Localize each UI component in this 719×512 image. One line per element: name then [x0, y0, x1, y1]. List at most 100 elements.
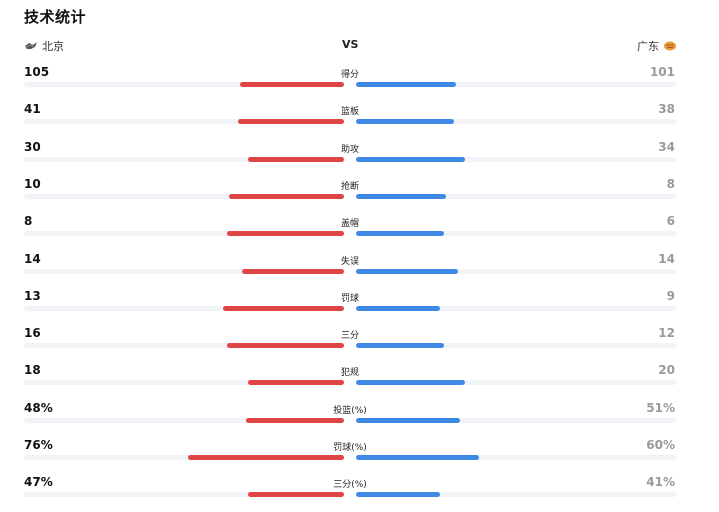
- away-stat-value: 6: [666, 214, 675, 229]
- home-stat-bar: [229, 193, 344, 199]
- away-stat-bar: [356, 268, 458, 274]
- stat-row: 16 三分 12: [0, 326, 719, 363]
- away-stat-value: 51%: [646, 400, 675, 415]
- stat-label: 三分(%): [333, 480, 367, 491]
- away-stat-bar: [356, 193, 446, 199]
- away-stat-value: 41%: [646, 475, 675, 490]
- home-stat-bar: [238, 119, 344, 125]
- home-stat-bar: [227, 343, 344, 349]
- stat-label: 罚球(%): [333, 443, 367, 453]
- home-stat-track: [24, 417, 344, 423]
- stat-label: 犯规: [340, 368, 359, 379]
- away-stat-bar: [356, 231, 444, 237]
- home-stat-track: [24, 268, 344, 274]
- stat-label: 投篮(%): [333, 405, 367, 416]
- beijing-team-logo-icon: [25, 42, 37, 49]
- home-stat-value: 14: [24, 251, 41, 266]
- stat-row: 14 失误 14: [0, 252, 719, 289]
- page-title: 技术统计: [24, 8, 87, 26]
- away-team[interactable]: 广东: [637, 38, 677, 54]
- teams-header: 北京 VS 广东: [0, 38, 719, 54]
- home-team-name: 北京: [42, 40, 64, 53]
- home-stat-value: 76%: [24, 438, 53, 452]
- home-stat-track: [24, 305, 344, 311]
- home-stat-value: 30: [24, 139, 41, 154]
- stat-label: 三分: [340, 331, 359, 342]
- stat-label: 助攻: [340, 144, 359, 155]
- away-stat-value: 12: [658, 326, 675, 341]
- home-stat-track: [24, 156, 344, 162]
- guangdong-team-logo-icon: [664, 41, 676, 51]
- away-stat-value: 38: [658, 102, 675, 117]
- stat-row: 10 抢断 8: [0, 177, 719, 214]
- stat-row: 13 罚球 9: [0, 289, 719, 326]
- home-stat-track: [24, 492, 344, 498]
- stat-row: 105 得分 101: [0, 65, 719, 102]
- home-stat-value: 10: [24, 176, 41, 191]
- away-stat-track: [356, 455, 676, 460]
- away-stat-bar: [356, 82, 456, 87]
- home-stat-bar: [246, 417, 344, 423]
- home-stat-value: 8: [24, 214, 33, 229]
- away-stat-track: [356, 119, 676, 125]
- away-stat-track: [356, 305, 676, 311]
- away-stat-bar: [356, 119, 454, 125]
- away-stat-track: [356, 231, 676, 237]
- home-stat-value: 47%: [24, 475, 53, 490]
- away-stat-bar: [356, 343, 444, 349]
- stat-row: 41 篮板 38: [0, 102, 719, 139]
- home-stat-track: [24, 231, 344, 237]
- stat-label: 得分: [340, 70, 359, 80]
- home-stat-track: [24, 380, 344, 386]
- away-stat-bar: [356, 455, 479, 460]
- home-stat-value: 16: [24, 326, 41, 341]
- away-stat-bar: [356, 156, 465, 162]
- home-stat-bar: [240, 82, 344, 87]
- home-stat-track: [24, 119, 344, 125]
- vs-label: VS: [342, 38, 359, 51]
- home-stat-track: [24, 343, 344, 349]
- away-stat-value: 20: [658, 363, 675, 378]
- away-stat-value: 101: [649, 65, 675, 79]
- away-stat-bar: [356, 492, 440, 498]
- away-stat-track: [356, 193, 676, 199]
- away-stat-track: [356, 417, 676, 423]
- away-stat-track: [356, 82, 676, 87]
- home-stat-bar: [248, 380, 344, 386]
- away-stat-value: 34: [658, 139, 675, 154]
- away-stat-track: [356, 492, 676, 498]
- home-stat-bar: [188, 455, 344, 460]
- away-stat-bar: [356, 380, 465, 386]
- away-stat-value: 60%: [646, 438, 675, 452]
- away-stat-track: [356, 343, 676, 349]
- home-stat-value: 48%: [24, 400, 53, 415]
- home-stat-value: 105: [24, 65, 50, 79]
- away-stat-bar: [356, 417, 460, 423]
- home-team[interactable]: 北京: [24, 38, 64, 54]
- home-stat-value: 18: [24, 363, 41, 378]
- home-stat-bar: [242, 268, 344, 274]
- stat-row: 30 助攻 34: [0, 140, 719, 177]
- stat-label: 抢断: [340, 181, 359, 192]
- stat-row: 76% 罚球(%) 60%: [0, 438, 719, 475]
- away-stat-track: [356, 156, 676, 162]
- away-stat-value: 8: [666, 176, 675, 191]
- away-stat-track: [356, 380, 676, 386]
- home-stat-track: [24, 82, 344, 87]
- stat-row: 47% 三分(%) 41%: [0, 475, 719, 512]
- away-stat-track: [356, 268, 676, 274]
- away-stat-value: 14: [658, 251, 675, 266]
- home-stat-value: 13: [24, 288, 41, 303]
- away-stat-bar: [356, 305, 440, 311]
- stat-row: 8 盖帽 6: [0, 214, 719, 251]
- home-stat-bar: [248, 492, 344, 498]
- stat-label: 篮板: [340, 107, 359, 118]
- home-stat-track: [24, 193, 344, 199]
- away-stat-value: 9: [666, 288, 675, 303]
- home-stat-value: 41: [24, 102, 41, 117]
- stat-label: 盖帽: [340, 219, 359, 230]
- home-stat-bar: [227, 231, 344, 237]
- stat-label: 罚球: [340, 293, 359, 304]
- stat-row: 18 犯规 20: [0, 363, 719, 400]
- home-stat-track: [24, 455, 344, 460]
